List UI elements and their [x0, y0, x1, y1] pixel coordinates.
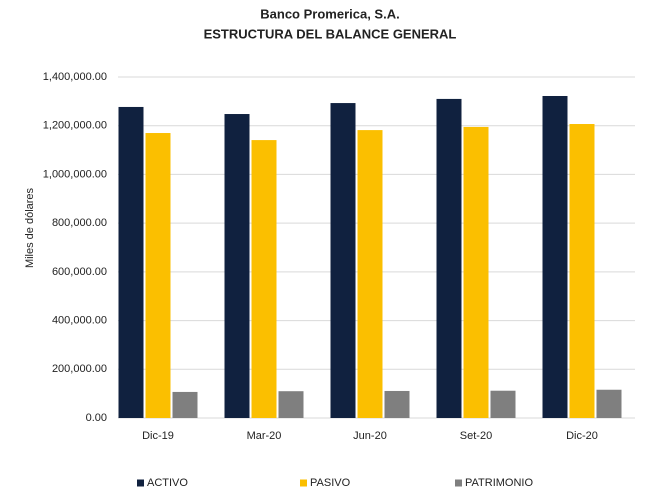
y-tick-label: 1,400,000.00 — [43, 71, 107, 83]
bar — [463, 126, 489, 419]
y-tick-label: 400,000.00 — [52, 314, 107, 326]
bar — [330, 103, 356, 419]
bar — [436, 98, 462, 419]
y-tick-label: 0.00 — [86, 412, 107, 424]
y-tick-label: 200,000.00 — [52, 363, 107, 375]
legend-label: PATRIMONIO — [465, 477, 533, 489]
bar — [145, 133, 171, 418]
y-tick-label: 600,000.00 — [52, 266, 107, 278]
y-tick-label: 1,000,000.00 — [43, 168, 107, 180]
y-axis-label: Miles de dólares — [24, 187, 36, 268]
x-tick-label: Jun-20 — [353, 430, 387, 442]
y-tick-label: 800,000.00 — [52, 217, 107, 229]
bar — [569, 124, 595, 419]
legend-label: ACTIVO — [147, 477, 188, 489]
x-tick-label: Set-20 — [460, 430, 492, 442]
bar — [224, 114, 250, 418]
legend-swatch — [300, 479, 307, 487]
bar — [490, 390, 516, 418]
bar — [384, 390, 410, 418]
chart-subtitle: ESTRUCTURA DEL BALANCE GENERAL — [204, 26, 457, 41]
legend-label: PASIVO — [310, 477, 351, 489]
legend-swatch — [137, 479, 144, 487]
y-tick-label: 1,200,000.00 — [43, 120, 107, 132]
chart-title: Banco Promerica, S.A. — [260, 6, 399, 21]
bar — [118, 106, 144, 418]
bar — [278, 391, 304, 418]
x-tick-label: Dic-19 — [142, 430, 174, 442]
bar — [357, 130, 383, 418]
bar — [542, 95, 568, 419]
legend-swatch — [455, 479, 462, 487]
x-tick-label: Mar-20 — [247, 430, 282, 442]
bar — [172, 391, 198, 418]
x-tick-label: Dic-20 — [566, 430, 598, 442]
bar — [251, 140, 277, 418]
bar — [596, 389, 622, 418]
